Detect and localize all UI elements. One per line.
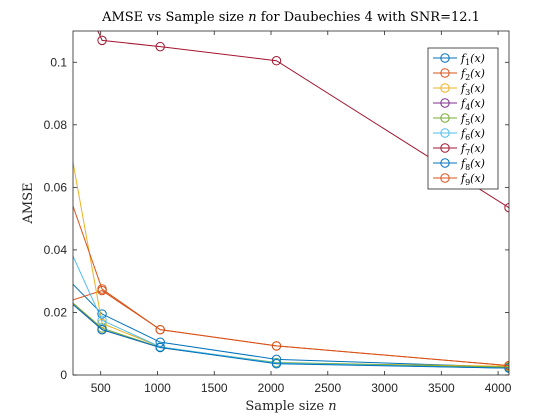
series-line [97, 31, 509, 209]
legend-label: f3(x) [460, 82, 485, 97]
y-tick-label: 0.1 [50, 55, 67, 69]
x-axis-label: Sample size n [245, 399, 336, 414]
data-point [97, 324, 107, 335]
y-tick-label: 0 [60, 368, 67, 382]
data-point [97, 315, 107, 325]
x-tick-label: 3500 [428, 381, 455, 395]
series-line [73, 302, 509, 368]
series-line [73, 302, 509, 369]
legend-entry: f1(x) [433, 52, 485, 67]
legend-label: f4(x) [460, 97, 485, 112]
legend-marker [440, 68, 450, 78]
x-tick-label: 2000 [258, 381, 285, 395]
legend: f1(x)f2(x)f3(x)f4(x)f5(x)f6(x)f7(x)f8(x)… [427, 47, 499, 190]
data-point [271, 341, 282, 351]
x-tick-label: 4000 [485, 381, 512, 395]
series-line [73, 290, 509, 367]
legend-marker [440, 113, 450, 123]
series-line [73, 283, 509, 368]
legend-label: f7(x) [460, 142, 485, 157]
data-point [97, 35, 107, 46]
data-point [155, 324, 165, 335]
legend-marker [440, 173, 450, 183]
legend-marker [440, 158, 450, 168]
legend-entry: f2(x) [433, 67, 485, 82]
legend-label: f1(x) [460, 52, 485, 67]
legend-marker [440, 128, 450, 138]
series-2 [73, 285, 509, 371]
y-axis-label: AMSE [21, 182, 36, 224]
data-point [271, 359, 282, 369]
x-tick-label: 1000 [144, 381, 171, 395]
series-9 [73, 205, 509, 371]
legend-entry: f7(x) [433, 142, 485, 157]
x-tick-label: 500 [91, 381, 111, 395]
data-point [155, 342, 165, 353]
y-tick-label: 0.04 [44, 243, 68, 257]
y-tick-label: 0.02 [44, 305, 68, 319]
plot-frame [72, 30, 510, 376]
series-line [73, 162, 509, 367]
legend-entry: f6(x) [433, 127, 485, 142]
legend-label: f5(x) [460, 112, 485, 127]
y-tick-label: 0.06 [44, 180, 68, 194]
chart-title: AMSE vs Sample size n for Daubechies 4 w… [101, 10, 480, 25]
data-point [97, 309, 107, 319]
legend-entry: f8(x) [433, 157, 485, 172]
data-point [97, 284, 107, 294]
legend-marker [440, 53, 450, 63]
data-point [271, 56, 282, 66]
legend-label: f6(x) [460, 127, 485, 142]
y-tick-label: 0.08 [44, 118, 68, 132]
legend-entry: f4(x) [433, 97, 485, 112]
series-1 [73, 283, 509, 372]
x-tick-label: 1500 [201, 381, 228, 395]
data-point [155, 41, 165, 52]
series-3 [73, 162, 509, 371]
series-line [73, 255, 509, 369]
series-line [73, 304, 509, 369]
legend-entry: f9(x) [433, 172, 485, 187]
legend-marker [440, 83, 450, 93]
legend-entry: f5(x) [433, 112, 485, 127]
x-tick-label: 2500 [314, 381, 341, 395]
x-tick-label: 3000 [371, 381, 398, 395]
legend-label: f9(x) [460, 172, 485, 187]
legend-marker [440, 143, 450, 153]
legend-label: f2(x) [460, 67, 485, 82]
series-line [73, 205, 509, 367]
legend-label: f8(x) [460, 157, 485, 172]
legend-marker [440, 98, 450, 108]
legend-entry: f3(x) [433, 82, 485, 97]
